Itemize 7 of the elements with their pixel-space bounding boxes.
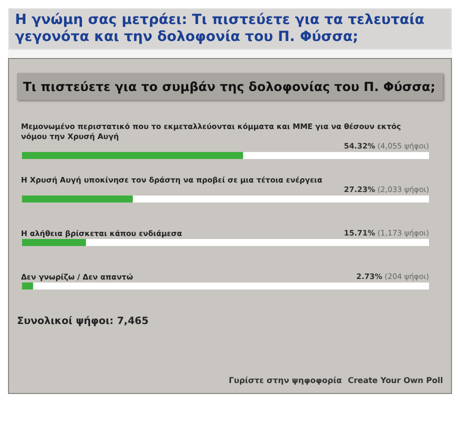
chart-title: Η γνώμη σας μετράει: Τι πιστεύετε για τα τελευταία γεγονότα και την δολοφονία του Π. Φύσσα; [8,8,452,50]
text: Create Your Own Poll [348,376,443,385]
bar [22,239,86,246]
text: Συνολικοί ψήφοι: 7,465 [17,316,150,327]
chart-subtitle: Τι πιστεύετε για το συμβάν της δολοφονίας του Π. Φύσσα; [17,73,443,100]
text: Γυρίστε στην ψηφοφορία [228,376,342,385]
bar [22,282,34,290]
